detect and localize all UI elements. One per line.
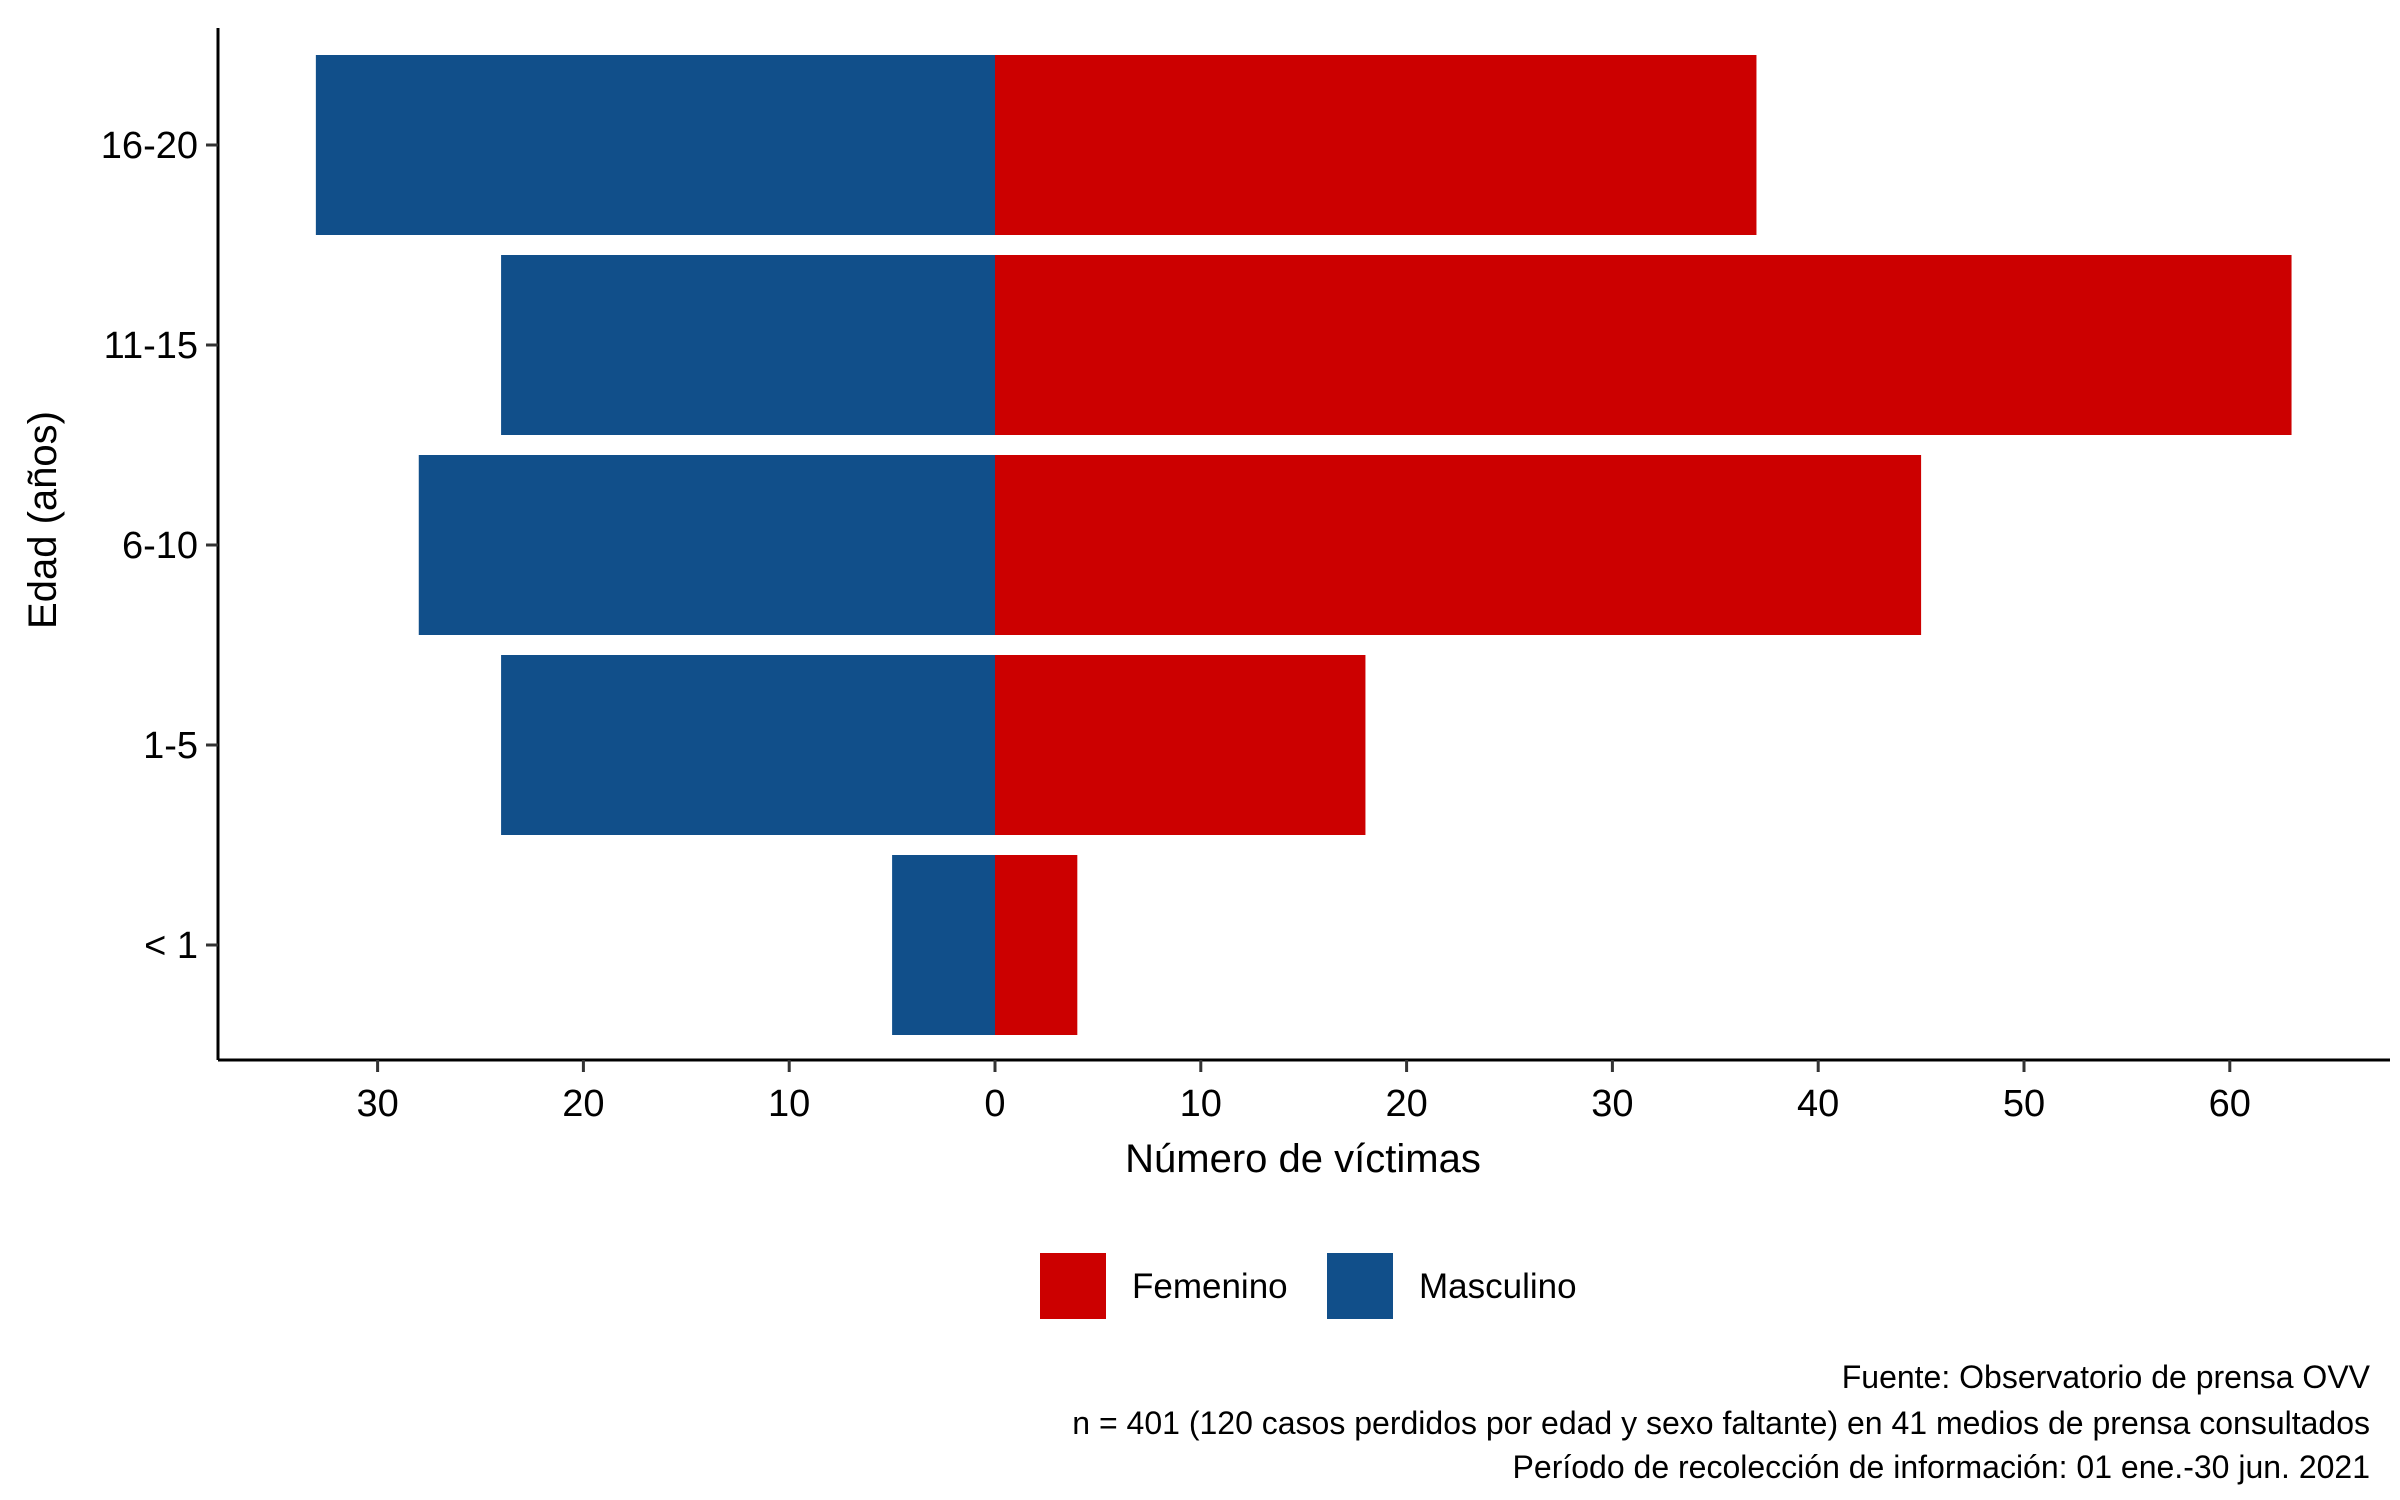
- caption-sample-note: n = 401 (120 casos perdidos por edad y s…: [1072, 1405, 2370, 1441]
- legend-label-masculino: Masculino: [1419, 1267, 1577, 1306]
- axes-layer: 30 20 10 0 10 20 30 40 50 60 < 1 1-5 6-10 11-15 16-20: [101, 28, 2390, 1125]
- x-tick-label: 20: [1385, 1083, 1427, 1125]
- legend-key-femenino: [1040, 1253, 1106, 1319]
- y-axis-title: Edad (años): [21, 411, 65, 629]
- bar-femenino-16-20: [995, 55, 1757, 235]
- bar-femenino-6-10: [995, 455, 1922, 635]
- y-tick-label: 11-15: [104, 325, 198, 367]
- y-tick-label: 16-20: [101, 125, 198, 167]
- legend: Femenino Masculino: [1040, 1253, 1577, 1319]
- bar-femenino-11-15: [995, 255, 2292, 435]
- bar-masculino-1: [892, 855, 995, 1035]
- bar-masculino-1-5: [501, 655, 995, 835]
- x-tick-label: 50: [2003, 1083, 2045, 1125]
- caption-period: Período de recolección de información: 0…: [1513, 1449, 2370, 1485]
- x-tick-label: 40: [1797, 1083, 1839, 1125]
- x-tick-label: 30: [1591, 1083, 1633, 1125]
- legend-label-femenino: Femenino: [1132, 1267, 1288, 1306]
- bar-femenino-1: [995, 855, 1078, 1035]
- y-tick-label: 1-5: [143, 725, 198, 767]
- x-tick-label: 10: [1180, 1083, 1222, 1125]
- x-tick-label: 0: [984, 1083, 1005, 1125]
- x-tick-label: 60: [2209, 1083, 2251, 1125]
- x-tick-label: 20: [562, 1083, 604, 1125]
- x-tick-label: 30: [356, 1083, 398, 1125]
- caption: Fuente: Observatorio de prensa OVV n = 4…: [1072, 1359, 2370, 1485]
- y-tick-label: 6-10: [122, 525, 198, 567]
- bar-masculino-6-10: [418, 455, 995, 635]
- bar-masculino-16-20: [315, 55, 995, 235]
- legend-key-masculino: [1327, 1253, 1393, 1319]
- y-tick-label: < 1: [144, 925, 198, 967]
- bar-masculino-11-15: [501, 255, 995, 435]
- x-axis-title: Número de víctimas: [1125, 1137, 1481, 1181]
- x-tick-label: 10: [768, 1083, 810, 1125]
- caption-source: Fuente: Observatorio de prensa OVV: [1842, 1359, 2371, 1395]
- bars-layer: [315, 55, 2292, 1035]
- bar-femenino-1-5: [995, 655, 1366, 835]
